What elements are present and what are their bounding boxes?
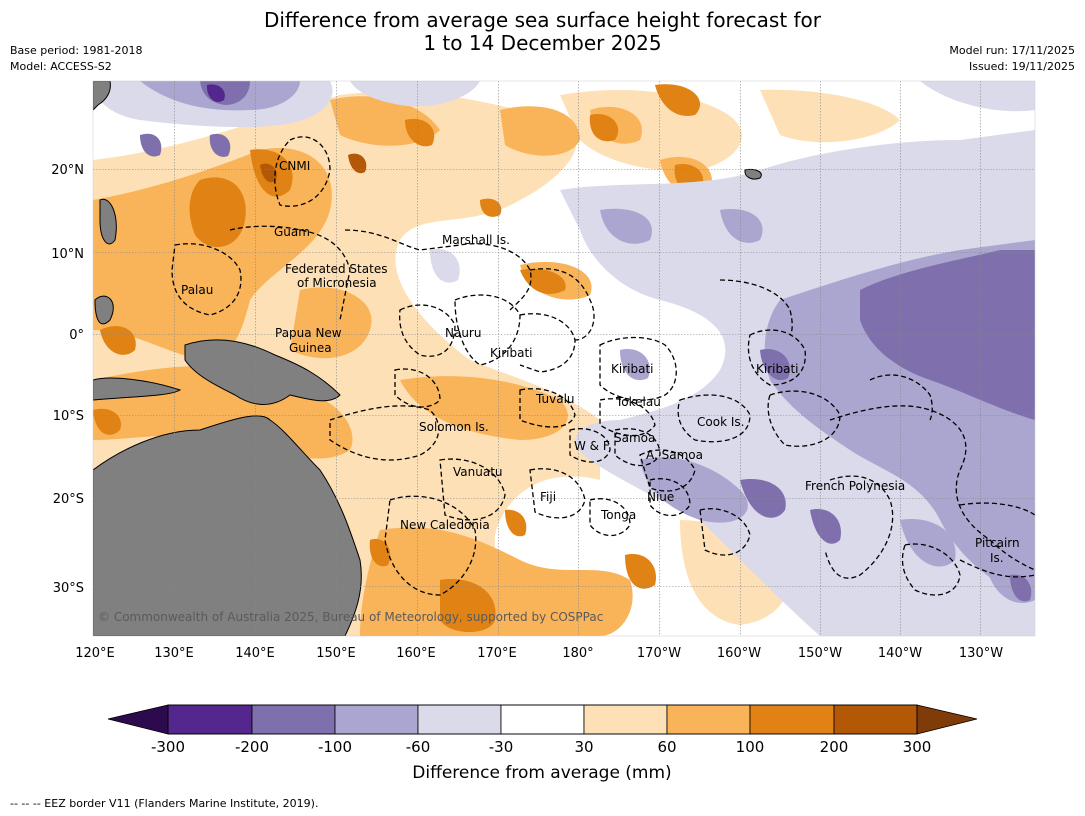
sulawesi-landmass (94, 295, 114, 325)
colorbar-tick: 60 (657, 738, 676, 756)
label-kiribati-central: Kiribati (611, 362, 653, 376)
colorbar-segment (749, 704, 835, 735)
colorbar-tick: -200 (235, 738, 269, 756)
label-french-polynesia: French Polynesia (805, 479, 905, 493)
place-labels: CNMI Guam Marshall Is. Federated States … (181, 159, 1020, 565)
base-period: Base period: 1981-2018 (10, 44, 143, 57)
label-new-caledonia: New Caledonia (400, 518, 490, 532)
lat-label: 10°N (51, 247, 84, 262)
new-guinea-landmass (184, 339, 341, 405)
latitude-labels: 20°N 10°N 0° 10°S 20°S 30°S (51, 163, 84, 596)
model-name: Model: ACCESS-S2 (10, 60, 112, 73)
eez-legend-footer: -- -- -- EEZ border V11 (Flanders Marine… (10, 797, 319, 810)
philippines-landmass (99, 198, 117, 245)
meta-right: Model run: 17/11/2025 Issued: 19/11/2025 (949, 43, 1075, 75)
anomaly-neg-200-300 (206, 84, 225, 103)
label-tuvalu: Tuvalu (535, 392, 575, 406)
label-guam: Guam (274, 225, 310, 239)
label-fiji: Fiji (540, 490, 556, 504)
issued-date: Issued: 19/11/2025 (968, 60, 1075, 73)
colorbar-segment (417, 704, 502, 735)
lat-label: 30°S (53, 581, 84, 596)
colorbar-tick: 300 (903, 738, 932, 756)
label-niue: Niue (647, 490, 674, 504)
meta-left: Base period: 1981-2018 Model: ACCESS-S2 (10, 43, 142, 75)
lon-label: 150°W (798, 646, 842, 661)
label-palau: Palau (181, 283, 213, 297)
colorbar-tick: 200 (820, 738, 849, 756)
lon-label: 120°E (75, 646, 115, 661)
copyright-text: © Commonwealth of Australia 2025, Bureau… (98, 610, 603, 624)
colorbar-segment (583, 704, 668, 735)
label-png-1: Papua New (275, 326, 342, 340)
label-pitcairn-2: Is. (990, 551, 1004, 565)
label-wallis-futuna: W & F (574, 439, 610, 453)
lon-label: 160°E (396, 646, 436, 661)
lon-label: 170°W (637, 646, 681, 661)
lat-label: 10°S (53, 409, 84, 424)
lon-label: 180° (562, 646, 593, 661)
colorbar-segment (251, 704, 336, 735)
label-cook-islands: Cook Is. (697, 415, 744, 429)
map-frame (92, 80, 1036, 637)
indonesia-islands (93, 377, 182, 401)
colorbar-tick: -300 (151, 738, 185, 756)
anomaly-200-300 (260, 153, 367, 183)
eez-borders (171, 136, 1035, 596)
lon-label: 140°W (878, 646, 922, 661)
lat-label: 0° (69, 328, 84, 343)
anomaly-100-200 (93, 84, 704, 632)
label-png-2: Guinea (289, 341, 332, 355)
lon-label: 130°E (154, 646, 194, 661)
label-kiribati-east: Kiribati (756, 362, 798, 376)
colorbar-segment (334, 704, 419, 735)
lat-label: 20°N (51, 163, 84, 178)
colorbar: -300 -200 -100 -60 -30 30 60 100 200 300… (107, 704, 978, 783)
label-american-samoa: A. Samoa (646, 448, 703, 462)
label-solomon-islands: Solomon Is. (419, 420, 489, 434)
lon-label: 150°E (316, 646, 356, 661)
land-masses (93, 81, 762, 636)
title-line-1: Difference from average sea surface heig… (263, 8, 822, 32)
colorbar-extend-low (107, 704, 169, 735)
title-line-2: 1 to 14 December 2025 (423, 31, 662, 55)
label-micronesia-1: Federated States (285, 262, 387, 276)
australia-landmass (93, 415, 362, 636)
colorbar-tick: -100 (318, 738, 352, 756)
label-tokelau: Tokelau (615, 395, 661, 409)
label-samoa: Samoa (614, 431, 655, 445)
colorbar-extend-high (916, 704, 978, 735)
label-nauru: Nauru (445, 326, 481, 340)
colorbar-outline (167, 704, 918, 735)
colorbar-tick: 30 (574, 738, 593, 756)
lon-label: 160°W (717, 646, 761, 661)
label-vanuatu: Vanuatu (453, 465, 503, 479)
colorbar-segment (666, 704, 751, 735)
lon-label: 170°E (477, 646, 517, 661)
label-micronesia-2: of Micronesia (297, 276, 377, 290)
colorbar-segment (833, 704, 918, 735)
label-cnmi: CNMI (279, 159, 310, 173)
label-kiribati-west: Kiribati (490, 346, 532, 360)
label-tonga: Tonga (600, 508, 636, 522)
gridlines (93, 81, 1035, 636)
colorbar-segment (167, 704, 253, 735)
colorbar-tick: -30 (489, 738, 514, 756)
asia-landmass (93, 81, 111, 111)
lon-label: 130°W (959, 646, 1003, 661)
colorbar-tick: -60 (406, 738, 431, 756)
map-area: © Commonwealth of Australia 2025, Bureau… (93, 81, 1035, 636)
lon-label: 140°E (235, 646, 275, 661)
colorbar-tick: 100 (736, 738, 765, 756)
colorbar-segment (500, 704, 585, 735)
colorbar-title: Difference from average (mm) (412, 763, 671, 783)
model-run: Model run: 17/11/2025 (949, 44, 1075, 57)
longitude-labels: 120°E 130°E 140°E 150°E 160°E 170°E 180°… (75, 646, 1003, 661)
label-marshall-islands: Marshall Is. (442, 233, 510, 247)
label-pitcairn-1: Pitcairn (975, 536, 1020, 550)
lat-label: 20°S (53, 492, 84, 507)
